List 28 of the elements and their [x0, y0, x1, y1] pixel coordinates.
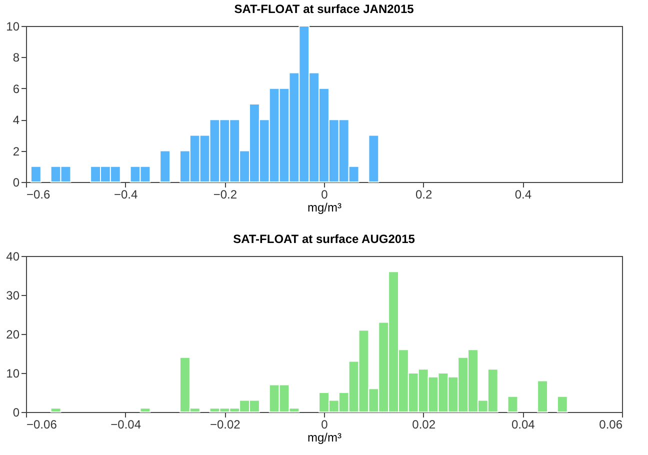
x-axis-title: mg/m³ [308, 200, 342, 214]
y-tick-label: 8 [12, 50, 20, 65]
x-tick-label: −0.4 [114, 188, 138, 202]
y-tick-label: 6 [12, 82, 20, 96]
y-tick-label: 20 [6, 328, 20, 342]
x-tick-label: 0.2 [415, 188, 432, 202]
x-tick-label: 0.4 [514, 188, 532, 202]
y-tick-label: 40 [6, 250, 20, 264]
x-tick-label: −0.6 [26, 188, 51, 202]
y-tick-label: 0 [12, 176, 20, 190]
y-tick-label: 10 [6, 20, 20, 34]
x-tick-label: 0.06 [599, 418, 623, 432]
y-tick-label: 30 [6, 288, 20, 302]
x-tick-label: 0.04 [511, 418, 536, 432]
chart-title: SAT-FLOAT at surface AUG2015 [233, 232, 416, 246]
y-tick-label: 2 [12, 144, 20, 158]
y-tick-label: 10 [6, 366, 20, 380]
x-tick-label: 0 [321, 188, 328, 202]
x-tick-label: −0.02 [210, 418, 241, 432]
chart-title: SAT-FLOAT at surface JAN2015 [234, 2, 414, 16]
x-tick-label: −0.06 [26, 418, 58, 432]
x-tick-label: 0.02 [412, 418, 436, 432]
y-tick-label: 0 [12, 406, 20, 420]
x-tick-label: −0.2 [213, 188, 238, 202]
x-axis-title: mg/m³ [308, 430, 342, 444]
y-tick-label: 4 [12, 113, 20, 128]
x-tick-label: −0.04 [110, 418, 142, 432]
x-tick-label: 0 [321, 418, 328, 432]
